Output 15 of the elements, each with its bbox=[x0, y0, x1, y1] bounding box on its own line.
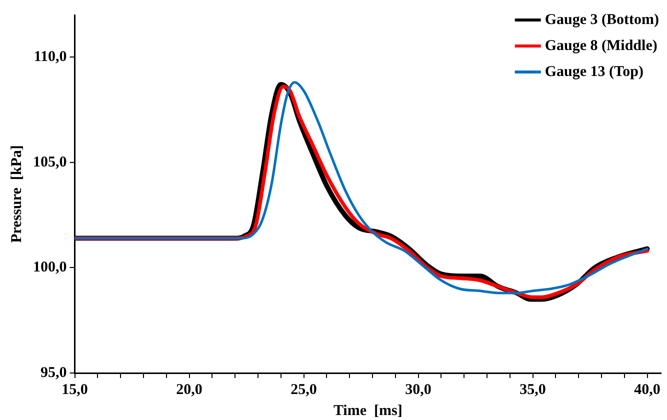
x-tick-label: 40,0 bbox=[634, 382, 660, 398]
x-tick-label: 15,0 bbox=[62, 382, 88, 398]
x-tick-label: 20,0 bbox=[176, 382, 202, 398]
legend-label: Gauge 3 (Bottom) bbox=[544, 12, 660, 28]
legend-label: Gauge 8 (Middle) bbox=[544, 38, 658, 54]
x-tick-label: 30,0 bbox=[405, 382, 432, 398]
x-tick-label: 35,0 bbox=[520, 382, 546, 398]
y-tick-label: 95,0 bbox=[40, 364, 67, 381]
y-tick-label: 105,0 bbox=[33, 154, 67, 170]
x-tick-label: 25,0 bbox=[290, 382, 317, 398]
y-tick-label: 110,0 bbox=[34, 48, 67, 65]
x-axis-title: Time [ms] bbox=[333, 402, 402, 419]
y-axis-title: Pressure [kPa] bbox=[8, 145, 25, 243]
y-tick-label: 100,0 bbox=[33, 260, 67, 276]
legend-label: Gauge 13 (Top) bbox=[544, 64, 644, 80]
